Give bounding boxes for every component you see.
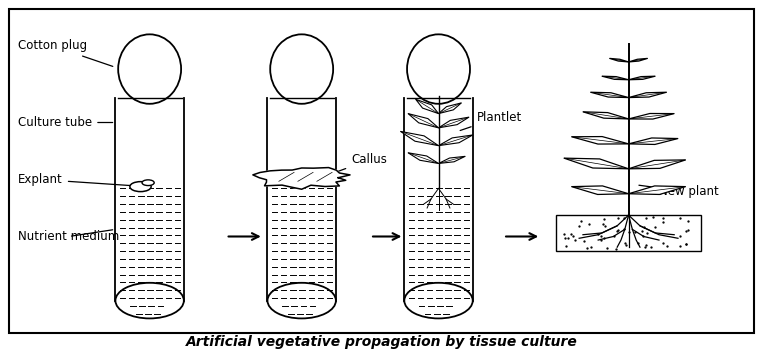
Polygon shape (629, 186, 686, 195)
Polygon shape (439, 103, 462, 113)
Ellipse shape (115, 283, 184, 318)
Ellipse shape (268, 283, 336, 318)
FancyBboxPatch shape (556, 215, 700, 251)
Text: Artificial vegetative propagation by tissue culture: Artificial vegetative propagation by tis… (185, 335, 578, 349)
FancyBboxPatch shape (9, 9, 754, 333)
Polygon shape (416, 99, 439, 113)
Polygon shape (629, 59, 648, 62)
Polygon shape (571, 186, 629, 195)
Polygon shape (408, 113, 439, 128)
Polygon shape (610, 59, 629, 62)
Polygon shape (629, 92, 667, 98)
Polygon shape (564, 158, 629, 169)
Text: Explant: Explant (18, 173, 134, 186)
Text: Cotton plug: Cotton plug (18, 39, 113, 66)
Polygon shape (408, 153, 439, 163)
Text: Callus: Callus (333, 153, 387, 173)
Ellipse shape (270, 34, 333, 104)
Polygon shape (439, 135, 473, 146)
Text: Nutrient medium: Nutrient medium (18, 230, 119, 243)
Polygon shape (629, 160, 686, 169)
Polygon shape (602, 76, 629, 80)
Polygon shape (629, 113, 674, 119)
Polygon shape (629, 138, 678, 144)
Polygon shape (629, 76, 655, 80)
Text: New plant: New plant (639, 185, 719, 199)
Polygon shape (591, 92, 629, 98)
Polygon shape (253, 168, 350, 189)
Polygon shape (571, 136, 629, 144)
Polygon shape (439, 117, 469, 128)
Ellipse shape (118, 34, 181, 104)
Ellipse shape (130, 182, 151, 192)
Polygon shape (439, 157, 465, 163)
Polygon shape (401, 131, 439, 146)
Ellipse shape (407, 34, 470, 104)
Polygon shape (583, 112, 629, 119)
Ellipse shape (404, 283, 473, 318)
Text: Plantlet: Plantlet (460, 111, 522, 131)
Text: Culture tube: Culture tube (18, 116, 113, 129)
Ellipse shape (142, 180, 154, 186)
